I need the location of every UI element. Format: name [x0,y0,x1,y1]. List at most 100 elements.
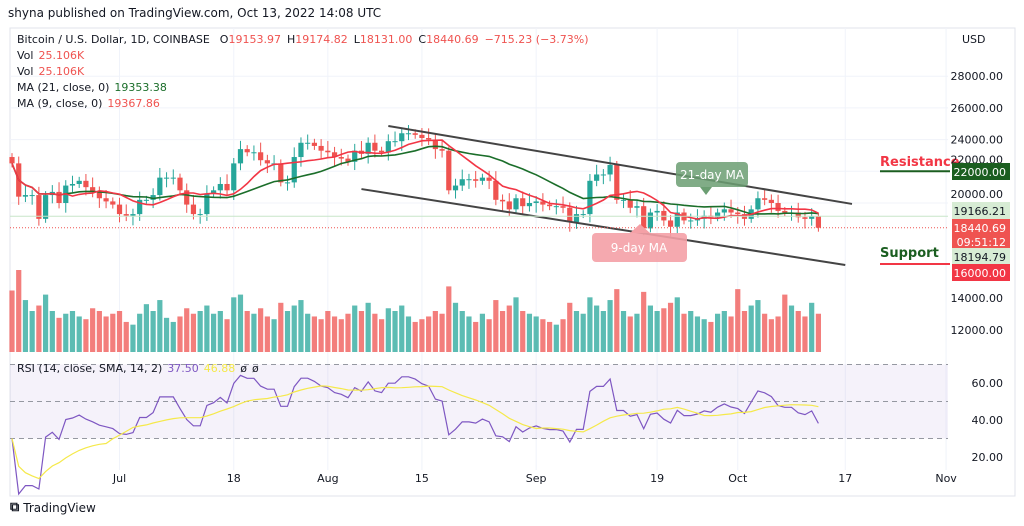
candle-body [768,199,774,203]
volume-bar [298,300,304,352]
volume-bar [567,302,573,352]
candle-body [439,149,445,151]
candle-body [284,182,291,184]
candle-body [157,177,163,196]
volume-bar [493,300,499,352]
volume-bar [311,316,317,352]
volume-bar [204,305,210,352]
volume-bar [36,305,42,352]
volume-bar [587,297,593,352]
volume-bar [90,308,96,352]
volume-bar [264,316,270,352]
volume-bar [419,319,425,352]
candle-body [331,152,338,158]
x-tick-label: Nov [935,472,957,485]
resistance-label: Resistance [880,155,960,170]
volume-bar [728,316,734,352]
candle-body [620,199,627,201]
legend-ma9: MA (9, close, 0) 19367.86 [17,97,160,110]
candle-body [815,216,821,228]
volume-bar [741,311,748,352]
volume-bar [291,305,297,352]
candle-body [795,212,801,218]
volume-bar [661,308,667,352]
published-caption: shyna published on TradingView.com, Oct … [8,6,382,20]
candle-body [123,214,129,216]
candle-body [177,177,183,191]
x-tick-label: 19 [650,472,664,485]
candle-body [56,191,62,203]
x-tick-label: 15 [415,472,429,485]
volume-bar [231,297,237,352]
x-tick-label: Jul [112,472,126,485]
volume-bar [318,319,324,352]
candle-body [654,210,660,213]
volume-bar [782,294,788,352]
candle-body [661,210,667,221]
candle-body [258,152,264,161]
volume-bar [426,316,432,352]
volume-bar [560,319,566,352]
volume-bar [143,304,149,352]
candle-body [580,214,586,216]
rsi-tick-label: 60.00 [972,377,1004,390]
volume-bar [708,321,714,352]
volume-bar [473,321,479,352]
volume-bar [452,302,459,352]
volume-bar [405,316,412,352]
support-label: Support [880,246,939,261]
candle-body [143,199,149,201]
ma21-callout-text: 21-day MA [680,168,745,182]
candle-body [614,164,620,200]
candle-body [224,183,230,191]
candle-body [426,138,432,140]
candle-body [600,174,606,176]
volume-bar [211,313,217,352]
volume-bar [533,316,539,352]
volume-bar [654,311,660,352]
candle-body [755,198,761,210]
volume-bar [16,270,22,352]
candle-body [365,142,371,154]
volume-bar [634,313,640,352]
volume-bar [721,311,727,352]
currency-label: USD [962,33,986,46]
volume-bar [627,316,633,352]
volume-bar [258,308,264,352]
candle-body [473,179,479,181]
volume-bar [647,305,653,352]
volume-bar [809,302,815,352]
volume-bar [365,302,371,352]
candle-body [137,199,143,215]
volume-bar [600,311,606,352]
candle-body [432,139,438,150]
support-price-label-box [952,264,1010,281]
candle-body [96,191,102,199]
tradingview-logo[interactable]: ⧉ TradingView [10,500,96,515]
brand-name: TradingView [23,500,96,515]
volume-bar [815,313,821,352]
x-tick-label: 18 [227,472,241,485]
ma9-callout-text: 9-day MA [611,241,668,255]
candle-body [305,142,311,144]
volume-bar [594,305,600,352]
volume-bar [331,316,338,352]
volume-bar [9,290,15,352]
candle-body [298,142,304,158]
volume-bar [674,297,680,352]
volume-bar [439,313,445,352]
ma9-callout-pointer [630,224,650,233]
volume-bar [775,316,781,352]
volume-bar [56,317,62,352]
candle-body [204,193,210,215]
volume-bar [49,311,55,352]
volume-bar [547,321,553,352]
volume-bar [748,305,754,352]
candle-body [802,217,808,219]
candle-body [311,142,317,146]
candle-body [103,198,109,202]
candle-body [506,201,512,210]
volume-bar [379,319,385,352]
